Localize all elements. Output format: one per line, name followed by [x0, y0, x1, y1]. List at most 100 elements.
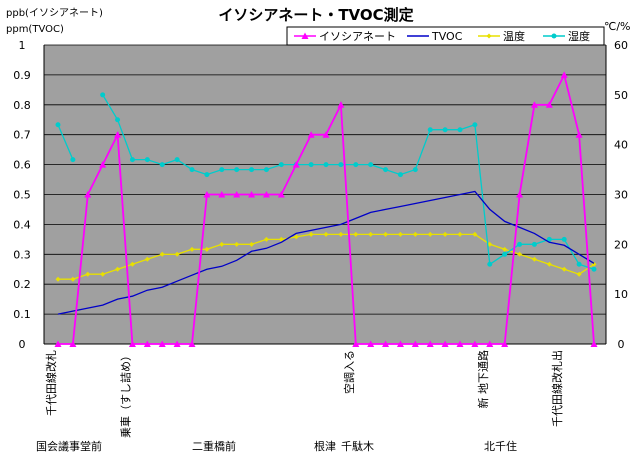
y-left-tick-label: 0.8 — [13, 99, 31, 112]
data-point — [367, 340, 375, 347]
legend-label: 温度 — [503, 29, 525, 43]
y-left-tick-label: 0.6 — [13, 159, 31, 172]
data-point — [502, 246, 508, 252]
data-point — [457, 231, 463, 237]
data-point — [263, 167, 269, 173]
y-right-tick-label: 30 — [614, 189, 628, 202]
data-point — [486, 33, 492, 39]
category-label: 千代田線改札出 — [550, 350, 564, 427]
data-point — [382, 340, 390, 347]
y-left-tick-labels: 0 0.1 0.2 0.3 0.4 0.5 0.6 0.7 0.8 0.9 1 — [13, 39, 31, 351]
data-point — [545, 101, 553, 108]
data-point — [591, 266, 597, 272]
legend-label: TVOC — [431, 30, 463, 43]
data-point — [129, 261, 135, 267]
data-point — [263, 236, 269, 242]
data-point — [159, 162, 165, 168]
data-point — [115, 266, 121, 272]
right-axis-label: ℃/% — [604, 20, 631, 33]
data-point — [158, 340, 166, 347]
data-point — [531, 256, 537, 262]
series-TVOC — [57, 190, 595, 315]
data-point — [546, 261, 552, 267]
data-point — [338, 231, 344, 237]
data-point — [383, 167, 389, 173]
data-point — [501, 340, 509, 347]
data-point — [412, 167, 418, 173]
legend-label: イソシアネート — [319, 30, 396, 43]
y-left-tick-label: 0.9 — [13, 69, 31, 82]
category-label: 空調入る — [342, 350, 356, 394]
y-right-tick-label: 60 — [614, 39, 628, 52]
data-point — [249, 167, 255, 173]
data-point — [472, 231, 478, 237]
y-left-tick-label: 0 — [19, 338, 26, 351]
station-label: 千駄木 — [341, 439, 374, 453]
data-point — [561, 266, 567, 272]
data-point — [144, 157, 150, 163]
data-point — [323, 231, 329, 237]
y-right-tick-label: 20 — [614, 238, 628, 251]
station-label: 北千住 — [484, 439, 517, 453]
data-point — [502, 251, 508, 257]
series-湿度 — [55, 92, 597, 272]
category-labels: 千代田線改札 乗車（すし詰め） 空調入る 新 地下通路 千代田線改札出 — [44, 350, 564, 438]
data-point — [99, 161, 107, 168]
y-left-tick-label: 0.2 — [13, 278, 31, 291]
data-point — [337, 101, 345, 108]
data-point — [322, 131, 330, 138]
category-label: 新 地下通路 — [476, 350, 490, 409]
data-point — [472, 122, 478, 128]
data-point — [323, 162, 329, 168]
data-point — [84, 191, 92, 198]
data-point — [188, 340, 196, 347]
data-point — [144, 256, 150, 262]
data-point — [204, 246, 210, 252]
data-point — [234, 167, 240, 173]
data-point — [531, 241, 537, 247]
data-point — [442, 231, 448, 237]
data-point — [100, 271, 106, 277]
data-point — [114, 131, 122, 138]
data-point — [174, 157, 180, 163]
data-point — [115, 117, 121, 123]
data-point — [70, 276, 76, 282]
station-labels: 国会議事堂前 二重橋前 根津 千駄木 北千住 — [36, 439, 517, 453]
data-point — [397, 231, 403, 237]
data-point — [426, 340, 434, 347]
data-point — [55, 276, 61, 282]
data-point — [530, 101, 538, 108]
data-point — [487, 241, 493, 247]
data-point — [517, 241, 523, 247]
series-layer — [54, 71, 598, 347]
data-point — [159, 251, 165, 257]
data-point — [353, 231, 359, 237]
y-right-tick-label: 50 — [614, 89, 628, 102]
data-point — [233, 191, 241, 198]
data-point — [456, 340, 464, 347]
data-point — [590, 340, 598, 347]
data-point — [69, 340, 77, 347]
data-point — [427, 231, 433, 237]
data-point — [546, 236, 552, 242]
data-point — [442, 127, 448, 133]
data-point — [457, 127, 463, 133]
data-point — [397, 172, 403, 178]
left-axis-label-ppm: ppm(TVOC) — [6, 24, 64, 35]
data-point — [561, 236, 567, 242]
data-point — [368, 231, 374, 237]
y-left-tick-label: 0.4 — [13, 218, 31, 231]
data-point — [219, 241, 225, 247]
data-point — [248, 191, 256, 198]
data-point — [129, 157, 135, 163]
legend-items: イソシアネート TVOC 温度 湿度 — [294, 29, 590, 43]
data-point — [189, 167, 195, 173]
data-point — [338, 162, 344, 168]
y-left-tick-label: 0.5 — [13, 189, 31, 202]
data-point — [143, 340, 151, 347]
data-point — [85, 271, 91, 277]
y-right-tick-label: 0 — [618, 338, 625, 351]
data-point — [427, 127, 433, 133]
data-point — [249, 241, 255, 247]
